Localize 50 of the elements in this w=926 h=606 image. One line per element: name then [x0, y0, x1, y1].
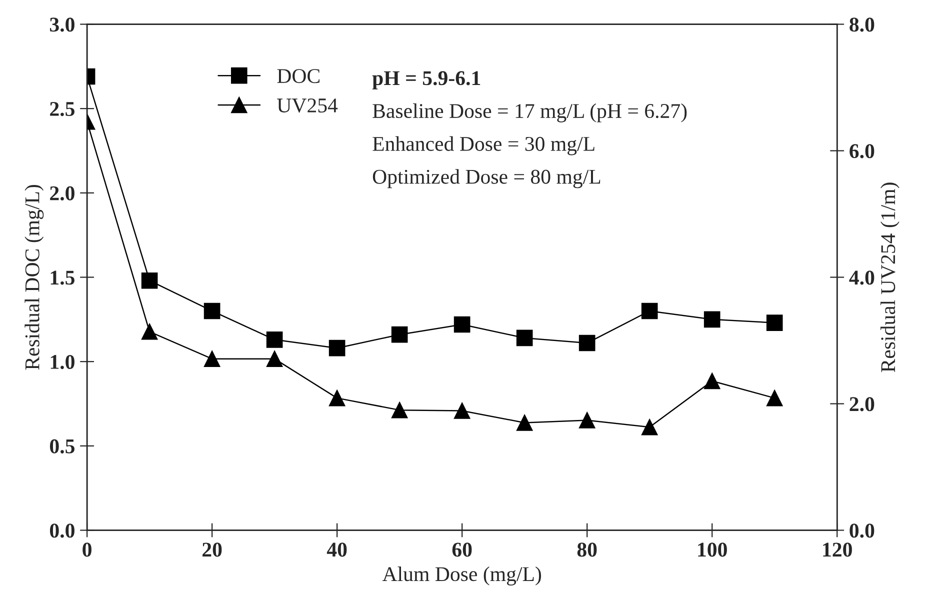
y-axis-title: Residual DOC (mg/L): [24, 185, 44, 370]
legend-label: DOC: [277, 69, 320, 84]
legend-label: UV254: [277, 98, 338, 113]
x-tick-label: 100: [698, 542, 727, 557]
y2-tick-label: 2.0: [850, 397, 874, 412]
x-tick-label: 20: [202, 542, 222, 557]
point: [766, 390, 783, 406]
x-axis-title: Alum Dose (mg/L): [382, 566, 542, 586]
point: [391, 326, 408, 343]
y-tick-label: 0.0: [50, 524, 74, 538]
y-tick-label: 2.0: [50, 186, 74, 200]
point: [766, 314, 783, 331]
point: [704, 311, 720, 328]
point: [641, 302, 658, 320]
y-tick-label: 0.5: [50, 439, 74, 454]
point: [266, 331, 283, 348]
y-tick-label: 2.5: [50, 102, 74, 116]
point: [516, 330, 533, 346]
y-tick-label: 1.5: [50, 270, 74, 285]
y2-tick-label: 0.0: [850, 524, 874, 538]
y2-axis-title: Residual UV254 (1/m): [880, 182, 900, 372]
y2-tick-label: 8.0: [850, 18, 874, 32]
annotation: Baseline Dose = 17 mg/L (pH = 6.27): [372, 103, 687, 122]
x-tick-label: 60: [452, 542, 472, 557]
point: [391, 402, 408, 418]
point: [641, 418, 658, 436]
x-tick-label: 0: [82, 542, 92, 557]
point: [578, 412, 596, 428]
point: [204, 350, 220, 367]
point: [578, 334, 596, 352]
point: [328, 340, 346, 356]
annotation: Enhanced Dose = 30 mg/L: [372, 136, 594, 156]
point: [516, 414, 533, 431]
point: [141, 272, 158, 289]
y2-tick-label: 4.0: [849, 270, 874, 285]
point: [266, 350, 283, 367]
point: [454, 316, 470, 333]
point: [704, 372, 720, 390]
point: [204, 302, 220, 320]
x-tick-label: 120: [823, 542, 852, 557]
point: [141, 323, 158, 340]
x-tick-label: 80: [577, 542, 597, 557]
point: [454, 402, 470, 419]
annotation: pH = 5.9-6.1: [372, 71, 480, 90]
y-tick-label: 3.0: [50, 18, 74, 32]
x-tick-label: 40: [326, 542, 347, 557]
annotation: Optimized Dose = 80 mg/L: [372, 169, 600, 188]
y-tick-label: 1.0: [50, 354, 74, 370]
y2-tick-label: 6.0: [850, 144, 874, 158]
point: [328, 390, 346, 406]
